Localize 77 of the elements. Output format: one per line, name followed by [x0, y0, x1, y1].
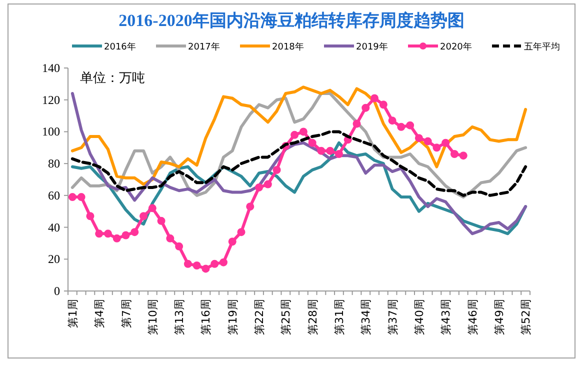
x-tick-label: 第10周	[146, 299, 160, 335]
point	[246, 202, 254, 211]
legend-label: 2016年	[104, 42, 136, 52]
point	[77, 193, 86, 202]
point	[299, 128, 308, 136]
point	[406, 121, 414, 130]
point	[140, 212, 148, 220]
x-tick-label: 第22周	[253, 299, 266, 335]
x-tick-label: 第7周	[120, 299, 133, 328]
x-tick-label: 第19周	[226, 299, 240, 335]
point	[255, 183, 264, 192]
point	[432, 144, 441, 152]
y-tick-label: 60	[48, 188, 60, 202]
x-tick-label: 第4周	[93, 299, 106, 328]
y-tick-label: 20	[48, 252, 60, 266]
point	[272, 166, 281, 174]
point	[370, 94, 379, 102]
annotation: 单位：万吨	[80, 71, 145, 86]
point	[210, 260, 219, 268]
point	[202, 264, 210, 273]
legend-label: 2019年	[356, 42, 388, 52]
chart-title: 2016-2020年国内沿海豆粕结转库存周度趋势图	[118, 11, 464, 30]
point	[442, 138, 450, 147]
legend-label: 2020年	[440, 42, 472, 52]
x-tick-label: 第49周	[492, 299, 506, 335]
x-tick-label: 第13周	[173, 299, 186, 335]
x-tick-label: 第46周	[466, 299, 480, 335]
point	[317, 146, 326, 155]
point	[388, 116, 396, 125]
point	[148, 204, 156, 212]
x-tick-label: 第25周	[280, 299, 293, 335]
point	[122, 231, 130, 240]
y-tick-label: 40	[48, 220, 60, 234]
point	[352, 120, 361, 128]
point	[219, 258, 228, 266]
point	[424, 137, 432, 146]
point	[130, 228, 139, 236]
x-tick-label: 第16周	[200, 299, 213, 335]
y-tick-label: 80	[48, 156, 60, 171]
y-tick-label: 100	[42, 124, 60, 139]
y-tick-label: 140	[42, 61, 60, 75]
x-tick-label: 第28周	[306, 299, 320, 335]
point	[86, 212, 94, 220]
point	[237, 228, 246, 236]
x-tick-label: 第31周	[332, 299, 346, 335]
point	[362, 104, 370, 112]
x-tick-label: 第43周	[440, 299, 453, 335]
point	[157, 216, 166, 225]
y-tick-label: 0	[54, 284, 60, 298]
x-tick-label: 第37周	[386, 299, 400, 335]
x-tick-label: 第40周	[412, 299, 426, 335]
point	[175, 242, 184, 250]
y-tick-label: 120	[42, 92, 60, 107]
point	[228, 238, 236, 246]
x-tick-label: 第34周	[360, 299, 373, 335]
point	[308, 138, 316, 147]
x-tick-label: 第1周	[66, 299, 80, 328]
point	[112, 234, 121, 242]
point	[104, 230, 112, 238]
point	[192, 262, 201, 270]
point	[184, 260, 192, 268]
point	[334, 150, 343, 158]
point	[459, 152, 468, 160]
legend-label: 五年平均	[524, 42, 560, 52]
point	[397, 122, 406, 131]
point	[264, 180, 272, 188]
point	[290, 130, 299, 139]
point	[166, 234, 174, 242]
legend-label: 2017年	[188, 42, 220, 52]
point	[379, 100, 388, 109]
legend-label: 2018年	[272, 42, 304, 52]
x-tick-label: 第52周	[520, 299, 533, 335]
point	[450, 150, 458, 158]
point	[414, 134, 423, 142]
point	[326, 146, 334, 155]
point	[68, 193, 76, 202]
point	[95, 230, 104, 238]
